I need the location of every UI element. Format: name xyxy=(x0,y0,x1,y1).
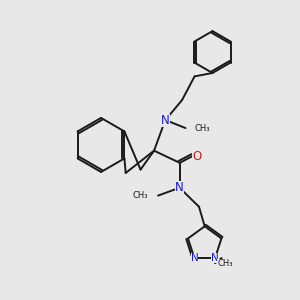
Text: N: N xyxy=(211,253,219,263)
Text: CH₃: CH₃ xyxy=(195,124,210,133)
Text: CH₃: CH₃ xyxy=(217,259,233,268)
Text: N: N xyxy=(161,114,170,127)
Text: CH₃: CH₃ xyxy=(133,191,148,200)
Text: O: O xyxy=(192,150,201,163)
Text: N: N xyxy=(175,181,184,194)
Text: N: N xyxy=(190,253,198,263)
